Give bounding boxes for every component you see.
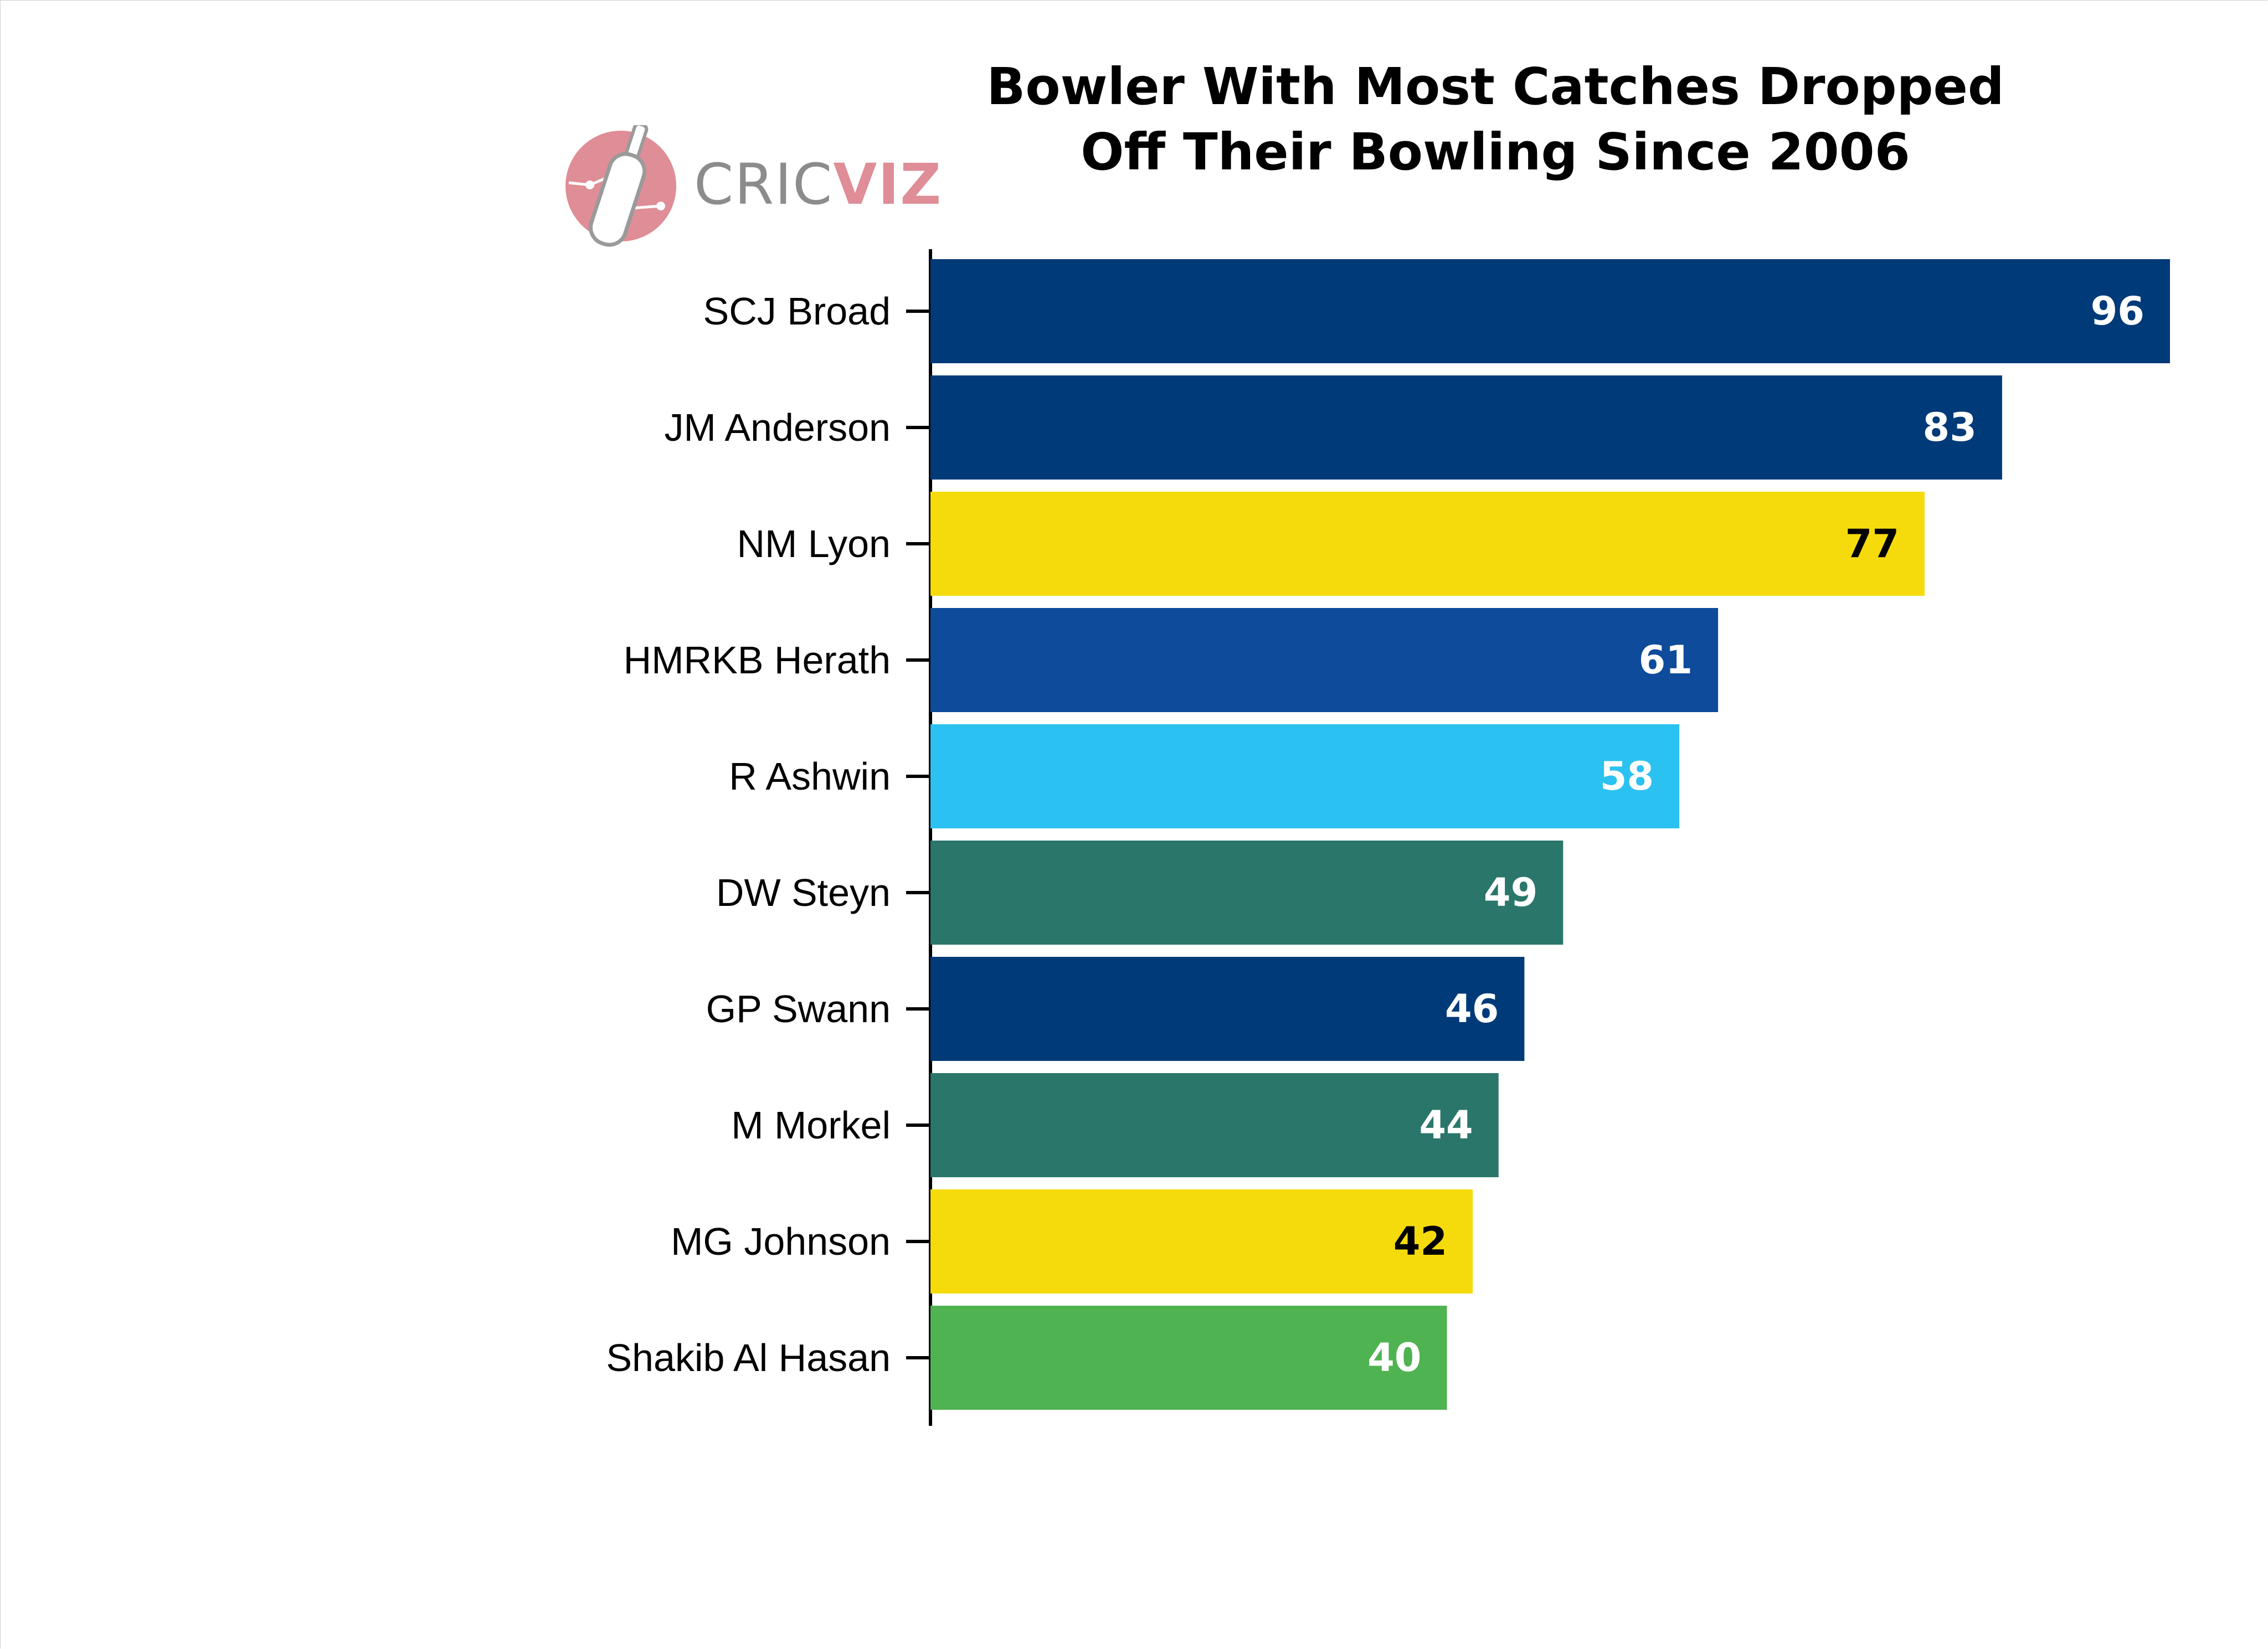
data-label: 96 <box>2091 288 2144 334</box>
cricket-bat-icon <box>565 125 676 247</box>
cricviz-logo: CRICVIZ <box>562 125 941 247</box>
bar <box>930 1073 1499 1177</box>
data-label: 40 <box>1367 1335 1421 1380</box>
logo-text-cric: CRIC <box>694 152 834 218</box>
data-label: 77 <box>1845 521 1899 566</box>
bar <box>930 375 2002 480</box>
bar <box>930 1189 1473 1294</box>
data-label: 83 <box>1923 405 1977 450</box>
y-tick-label: HMRKB Herath <box>624 638 891 682</box>
y-tick-label: JM Anderson <box>664 406 891 449</box>
y-tick-label: MG Johnson <box>671 1220 891 1263</box>
y-tick-label: Shakib Al Hasan <box>606 1336 891 1379</box>
y-tick-label: DW Steyn <box>716 871 891 914</box>
data-label: 49 <box>1484 870 1537 915</box>
y-tick-label: M Morkel <box>731 1104 891 1147</box>
bar <box>930 841 1564 945</box>
bar <box>930 492 1925 596</box>
data-label: 61 <box>1639 637 1693 683</box>
data-label: 58 <box>1600 754 1654 799</box>
y-tick-label: GP Swann <box>706 987 891 1030</box>
logo-wordmark: CRICVIZ <box>694 152 942 218</box>
chart-title: Bowler With Most Catches Dropped Off The… <box>864 54 2127 185</box>
data-label: 42 <box>1393 1219 1447 1264</box>
bar <box>930 724 1680 828</box>
bar <box>930 957 1525 1061</box>
y-tick-label: SCJ Broad <box>703 290 891 333</box>
bar <box>930 608 1719 712</box>
bar <box>930 1306 1447 1410</box>
chart-title-line-1: Bowler With Most Catches Dropped <box>986 57 2004 116</box>
y-tick-label: NM Lyon <box>737 522 891 565</box>
y-tick-label: R Ashwin <box>729 755 891 798</box>
data-label: 46 <box>1445 986 1499 1032</box>
data-label: 44 <box>1419 1102 1473 1148</box>
chart-title-line-2: Off Their Bowling Since 2006 <box>1081 122 1910 182</box>
bar <box>930 259 2170 363</box>
logo-text-viz: VIZ <box>833 152 943 218</box>
